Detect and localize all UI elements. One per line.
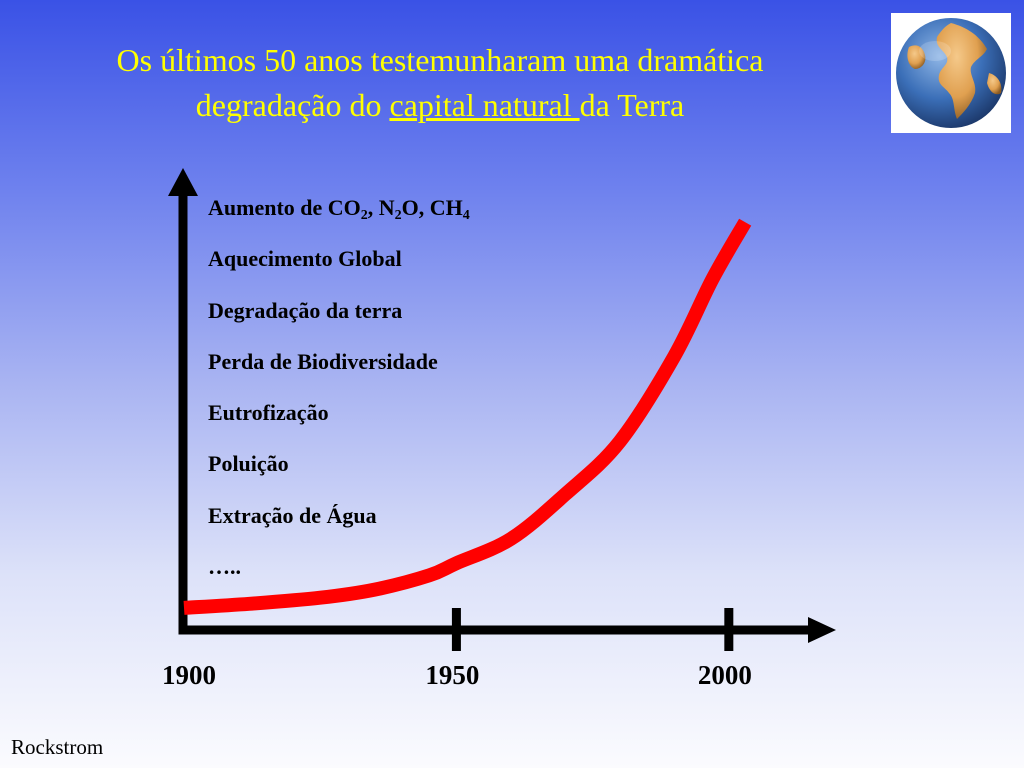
x-tick-label-1900: 1900 bbox=[162, 660, 216, 690]
impact-item-eutrophication: Eutrofização bbox=[208, 400, 329, 426]
n2o-subscript: 2 bbox=[394, 208, 402, 223]
impact-item-global-warming: Aquecimento Global bbox=[208, 246, 402, 272]
ch4-subscript: 4 bbox=[462, 208, 470, 223]
slide-title: Os últimos 50 anos testemunharam uma dra… bbox=[30, 38, 850, 128]
chart-axes bbox=[168, 168, 836, 643]
title-line-1: Os últimos 50 anos testemunharam uma dra… bbox=[116, 42, 764, 78]
source-credit: Rockstrom bbox=[11, 735, 104, 759]
co2-text: Aumento de CO bbox=[208, 195, 361, 220]
impact-item-co2: Aumento de CO2, N2O, CH4 bbox=[208, 193, 470, 244]
x-tick-label-1950: 1950 bbox=[425, 660, 480, 690]
title-line-2-start: degradação do bbox=[195, 87, 390, 123]
globe-icon bbox=[896, 18, 1006, 128]
impact-list: Aumento de CO2, N2O, CH4 Aquecimento Glo… bbox=[208, 193, 470, 603]
impact-item-pollution: Poluição bbox=[208, 451, 289, 477]
ch4-text: O, CH bbox=[401, 195, 463, 220]
impact-item-land-degradation: Degradação da terra bbox=[208, 297, 403, 323]
co2-subscript: 2 bbox=[360, 208, 368, 223]
title-line-2-end: da Terra bbox=[579, 87, 685, 123]
title-capital-natural: capital natural bbox=[389, 87, 580, 123]
y-axis-arrow bbox=[168, 168, 198, 196]
globe-image bbox=[891, 13, 1011, 133]
x-axis-arrow bbox=[808, 617, 836, 643]
chart-ticks bbox=[451, 608, 734, 651]
impact-item-biodiversity-loss: Perda de Biodiversidade bbox=[208, 348, 438, 374]
chart-series bbox=[183, 218, 752, 615]
x-tick-label-2000: 2000 bbox=[697, 660, 752, 690]
impact-item-ellipsis: ….. bbox=[208, 554, 241, 580]
n2o-text: , N bbox=[367, 195, 395, 220]
impact-item-water-extraction: Extração de Água bbox=[208, 502, 377, 528]
series-line-0 bbox=[183, 218, 752, 615]
